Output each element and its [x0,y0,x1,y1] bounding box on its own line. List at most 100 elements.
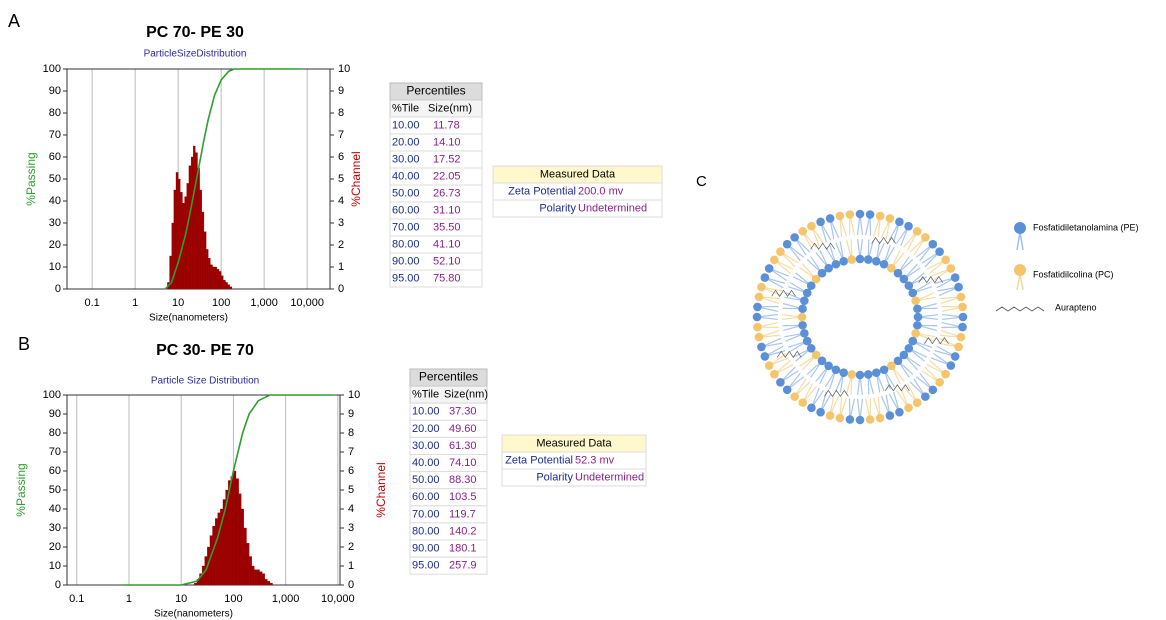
table-cell: 60.00 [392,204,420,216]
lipid-head [783,386,792,395]
y-tick-label: 30 [49,217,61,229]
lipid-head [957,293,966,302]
table-cell: 31.10 [433,204,461,216]
x-tick-label: 1 [126,593,132,605]
lipid-head [866,415,875,424]
lipid-head [816,218,825,227]
lipid-head [790,392,799,401]
x-tick-label: 10 [172,297,184,309]
panel-label: A [8,11,20,31]
lipid-head [929,386,938,395]
lipid-head [798,304,807,313]
diagram-legend: Fosfatidiletanolamina (PE) Fosfatidilcol… [996,222,1139,312]
lipid-head [826,411,835,420]
lipid-head [895,218,904,227]
table-cell: 80.00 [392,238,420,250]
table-cell: 50.00 [392,187,420,199]
histogram-bar [257,570,260,585]
lipid-head [803,337,812,346]
y2-tick-label: 6 [338,151,344,163]
lipid-head [798,398,807,407]
y2-tick-label: 0 [338,283,344,295]
table-cell: 11.78 [433,119,460,131]
lipid-head [839,257,848,266]
table-cell: 95.00 [392,272,420,284]
lipid-head [935,247,944,256]
lipid-head [951,352,960,361]
y-tick-label: 70 [49,446,61,458]
histogram-bar [225,282,227,289]
histogram-bar [262,574,265,585]
histogram-bar [189,166,191,289]
y-tick-label: 90 [49,85,61,97]
histogram-bar [217,269,219,289]
lipid-head [803,289,812,298]
column-header: Size(nm) [428,102,472,114]
y2-tick-label: 1 [338,261,344,273]
y2-tick-label: 9 [338,85,344,97]
table-cell: 119.7 [449,508,476,520]
table-title: Percentiles [419,370,478,384]
x-tick-label: 0.1 [85,297,100,309]
x-tick-label: 100 [224,593,242,605]
lipid-head [913,321,922,330]
lipid-head [836,212,845,221]
y-tick-label: 80 [49,107,61,119]
table-cell: 103.5 [449,491,477,503]
histogram-bar [204,232,206,289]
lipid-head [776,247,785,256]
table-cell: Zeta Potential [505,454,573,466]
lipid-head [770,255,779,264]
table-cell: Undetermined [575,471,644,483]
lipid-head [954,343,963,352]
lipid-head [895,408,904,417]
x-tick-label: 0.1 [69,593,84,605]
y2-tick-label: 6 [348,465,354,477]
histogram-bar [198,168,200,289]
table-cell: Polarity [539,202,576,214]
lipid-head [836,414,845,423]
y2-tick-label: 5 [338,173,344,185]
histogram-bar [202,212,204,289]
lipid-head [824,264,833,273]
table-cell: 140.2 [449,525,477,537]
y-tick-label: 60 [49,465,61,477]
table-cell: 20.00 [392,136,420,148]
lipid-head [886,411,895,420]
lipid-head [941,255,950,264]
x-tick-label: 10,000 [321,593,355,605]
lipid-head [911,329,920,338]
lipid-head [957,333,966,342]
y-tick-label: 80 [49,427,61,439]
lipid-head [876,414,885,423]
lipid-head [941,370,950,379]
histogram-bar [267,581,270,585]
y2-tick-label: 3 [348,522,354,534]
y-tick-label: 10 [49,560,61,572]
panel-label: C [696,173,707,190]
lipid-head [846,210,855,219]
plot-frame [67,395,340,585]
lipid-head [846,415,855,424]
y2-tick-label: 7 [338,129,344,141]
histogram-bar [260,572,263,585]
lipid-head [765,264,774,273]
lipid-head [856,210,865,219]
legend-label: Fosfatidilcolina (PC) [1033,269,1114,279]
histogram-bar [208,258,210,289]
table-title: Measured Data [540,168,616,180]
table-cell: 180.1 [449,542,477,554]
histogram-bar [215,519,218,586]
y2-tick-label: 3 [338,217,344,229]
y2-tick-label: 4 [348,503,354,515]
lipid-head [847,370,856,379]
lipid-head [790,233,799,242]
lipid-head [761,273,770,282]
histogram-bar [213,267,215,289]
lipid-head [921,233,930,242]
histogram-bar [219,271,221,289]
lipid-head [847,255,856,264]
panel-label: B [18,334,30,354]
y-tick-label: 0 [55,579,61,591]
lipid-head [913,304,922,313]
